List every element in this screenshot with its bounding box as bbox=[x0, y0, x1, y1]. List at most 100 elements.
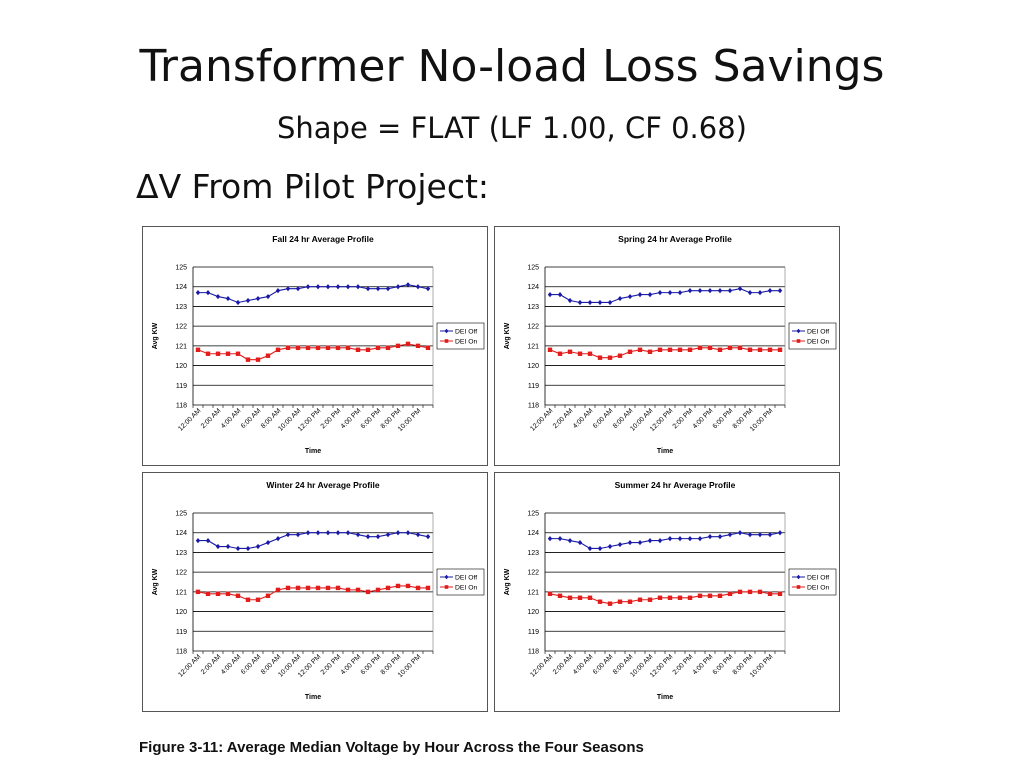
data-point-dei-off bbox=[255, 295, 261, 302]
y-tick-label: 122 bbox=[527, 324, 539, 331]
x-tick-label: 6:00 AM bbox=[592, 653, 615, 676]
data-point-dei-off bbox=[215, 543, 221, 550]
y-tick-label: 124 bbox=[527, 530, 539, 537]
series-line-dei-off bbox=[198, 284, 429, 304]
data-point-dei-off bbox=[737, 530, 743, 536]
y-tick-label: 122 bbox=[175, 570, 187, 577]
data-point-dei-on bbox=[757, 347, 763, 352]
data-point-dei-on bbox=[335, 345, 341, 351]
data-point-dei-on bbox=[637, 347, 643, 352]
data-point-dei-off bbox=[245, 297, 251, 304]
data-point-dei-on bbox=[567, 349, 573, 354]
data-point-dei-off bbox=[335, 530, 341, 536]
data-point-dei-on bbox=[677, 595, 683, 600]
data-point-dei-off bbox=[757, 532, 763, 538]
x-tick-label: 2:00 AM bbox=[552, 407, 575, 430]
legend-label: DEI On bbox=[807, 338, 830, 345]
data-point-dei-on bbox=[667, 347, 673, 352]
data-point-dei-off bbox=[235, 299, 241, 306]
data-point-dei-on bbox=[577, 351, 583, 356]
x-tick-label: 4:00 AM bbox=[220, 653, 243, 676]
data-point-dei-off bbox=[557, 292, 563, 298]
data-point-dei-on bbox=[315, 585, 321, 591]
x-tick-label: 2:00 PM bbox=[672, 407, 695, 430]
legend-label: DEI Off bbox=[807, 574, 829, 581]
data-point-dei-off bbox=[707, 288, 713, 294]
data-point-dei-off bbox=[597, 545, 603, 552]
data-point-dei-on bbox=[275, 347, 281, 352]
legend-marker bbox=[796, 585, 801, 589]
y-tick-label: 118 bbox=[528, 649, 539, 656]
data-point-dei-off bbox=[657, 538, 663, 544]
data-point-dei-off bbox=[567, 297, 573, 304]
data-point-dei-on bbox=[687, 595, 693, 600]
x-tick-label: 4:00 PM bbox=[692, 407, 715, 430]
data-point-dei-on bbox=[255, 597, 261, 602]
y-tick-label: 125 bbox=[175, 511, 187, 518]
data-point-dei-off bbox=[335, 284, 341, 290]
data-point-dei-off bbox=[325, 530, 331, 536]
y-tick-label: 118 bbox=[176, 403, 187, 410]
legend-box bbox=[436, 568, 485, 596]
data-point-dei-on bbox=[767, 591, 773, 597]
data-point-dei-on bbox=[225, 351, 231, 356]
data-point-dei-off bbox=[697, 288, 703, 294]
slide-subtitle: Shape = FLAT (LF 1.00, CF 0.68) bbox=[277, 111, 747, 145]
data-point-dei-on bbox=[245, 357, 251, 362]
data-point-dei-on bbox=[315, 345, 321, 351]
data-point-dei-off bbox=[627, 293, 633, 300]
data-point-dei-on bbox=[667, 595, 673, 600]
data-point-dei-on bbox=[697, 593, 703, 598]
data-point-dei-on bbox=[627, 349, 633, 354]
chart-svg: Spring 24 hr Average Profile 118 119 120 121… bbox=[504, 234, 837, 455]
data-point-dei-off bbox=[365, 534, 371, 540]
y-tick-label: 121 bbox=[175, 589, 187, 596]
y-tick-label: 118 bbox=[176, 649, 187, 656]
data-point-dei-on bbox=[647, 597, 653, 602]
legend-label: DEI Off bbox=[455, 328, 477, 335]
data-point-dei-on bbox=[395, 583, 401, 589]
legend-box bbox=[788, 322, 837, 350]
x-tick-label: 6:00 AM bbox=[240, 653, 263, 676]
x-axis-label: Time bbox=[305, 694, 321, 701]
y-tick-label: 119 bbox=[176, 383, 187, 390]
data-point-dei-on bbox=[425, 345, 431, 351]
y-tick-label: 120 bbox=[175, 363, 187, 370]
data-point-dei-on bbox=[717, 593, 723, 598]
data-point-dei-off bbox=[345, 530, 351, 536]
data-point-dei-on bbox=[597, 599, 603, 604]
data-point-dei-on bbox=[235, 351, 241, 356]
y-tick-label: 119 bbox=[528, 383, 539, 390]
legend-marker bbox=[444, 328, 449, 334]
x-axis-label: Time bbox=[305, 448, 321, 455]
legend-label: DEI On bbox=[455, 338, 478, 345]
data-point-dei-off bbox=[667, 290, 673, 296]
data-point-dei-off bbox=[637, 539, 643, 546]
data-point-dei-off bbox=[275, 288, 281, 294]
data-point-dei-on bbox=[737, 589, 743, 595]
data-point-dei-off bbox=[305, 530, 311, 536]
data-point-dei-on bbox=[415, 343, 421, 349]
data-point-dei-on bbox=[637, 597, 643, 602]
y-tick-label: 124 bbox=[175, 284, 187, 291]
series-line-dei-off bbox=[198, 532, 429, 550]
y-tick-label: 118 bbox=[528, 403, 539, 410]
data-point-dei-on bbox=[225, 591, 231, 597]
x-tick-label: 4:00 AM bbox=[572, 653, 595, 676]
data-point-dei-off bbox=[385, 286, 391, 292]
data-point-dei-off bbox=[647, 292, 653, 298]
data-point-dei-off bbox=[195, 538, 201, 544]
x-tick-label: 12:00 AM bbox=[177, 407, 202, 432]
data-point-dei-on bbox=[345, 587, 351, 593]
data-point-dei-off bbox=[767, 532, 773, 538]
data-point-dei-on bbox=[405, 341, 411, 347]
data-point-dei-off bbox=[205, 538, 211, 544]
data-point-dei-on bbox=[607, 355, 613, 360]
data-point-dei-on bbox=[385, 345, 391, 351]
data-point-dei-on bbox=[265, 353, 271, 358]
y-tick-label: 121 bbox=[527, 589, 539, 596]
y-axis-label: Avg KW bbox=[504, 322, 511, 349]
x-tick-label: 4:00 AM bbox=[572, 407, 595, 430]
y-tick-label: 124 bbox=[527, 284, 539, 291]
data-point-dei-on bbox=[295, 345, 301, 351]
